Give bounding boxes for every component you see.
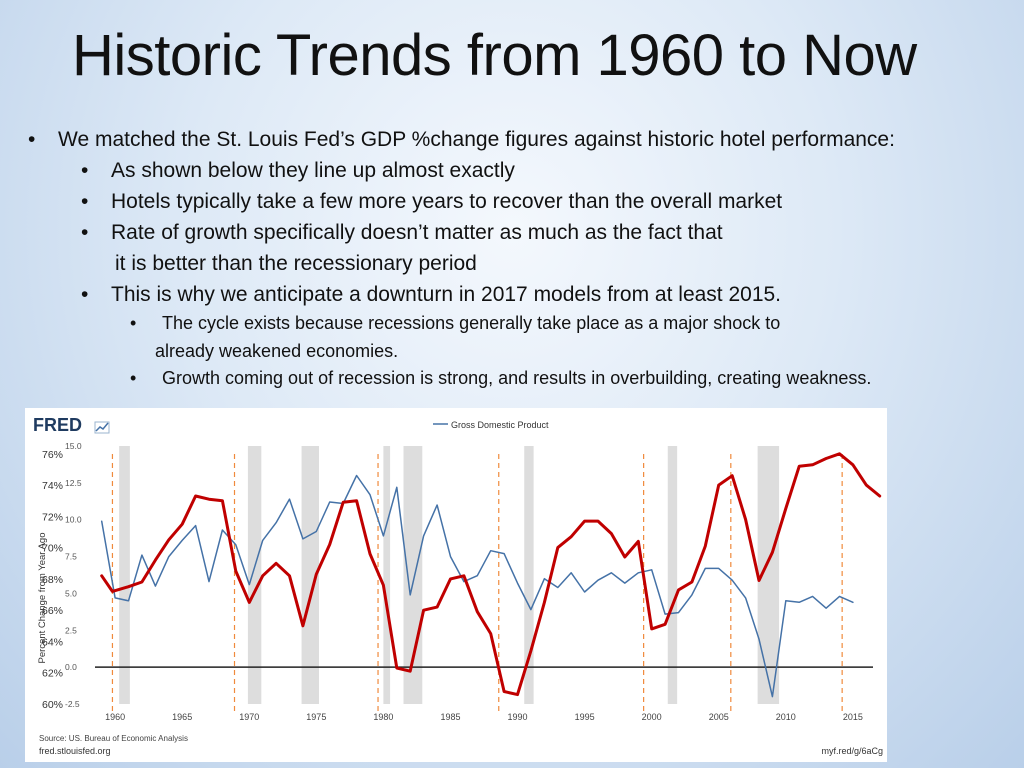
overlay-tick-label: 60% [42, 699, 63, 711]
x-tick-label: 2015 [843, 712, 863, 722]
bullet-glyph: • [28, 128, 36, 151]
gdp-line [100, 474, 854, 698]
bullet-item: • Hotels typically take a few more years… [81, 190, 783, 214]
recession-band [524, 446, 534, 704]
bullet-text: This is why we anticipate a downturn in … [111, 283, 782, 306]
fred-chart: 15.0 12.5 10.0 7.5 5.0 2.5 0.0 -2.5 76% 74% 72% 70… [25, 408, 887, 762]
bullet-item: • We matched the St. Louis Fed’s GDP %ch… [28, 128, 895, 152]
bullet-text: Hotels typically take a few more years t… [111, 190, 783, 213]
overlay-tick-label: 76% [42, 449, 63, 461]
site-link[interactable]: fred.stlouisfed.org [39, 746, 111, 756]
y-tick-label: 5.0 [65, 588, 77, 598]
overlay-tick-label: 70% [42, 543, 63, 555]
bullet-list: • We matched the St. Louis Fed’s GDP %ch… [28, 128, 895, 389]
bullet-glyph: • [130, 313, 137, 333]
bullet-continuation: it is better than the recessionary perio… [115, 252, 477, 275]
bullet-glyph: • [81, 221, 89, 244]
y-axis-label: Percent Change from Year Ago [37, 533, 48, 664]
recession-band [119, 446, 130, 704]
bullet-item: • As shown below they line up almost exa… [81, 159, 515, 183]
x-tick-label: 2000 [642, 712, 662, 722]
x-tick-label: 2010 [776, 712, 796, 722]
legend-label: Gross Domestic Product [451, 420, 549, 430]
bullet-continuation: already weakened economies. [155, 341, 399, 361]
bullet-glyph: • [130, 368, 137, 388]
short-link[interactable]: myf.red/g/6aCg [821, 746, 883, 756]
y-tick-label: 0.0 [65, 662, 77, 672]
bullet-item: • The cycle exists because recessions ge… [130, 313, 781, 334]
recession-band [301, 446, 320, 704]
recession-band [383, 446, 391, 704]
x-tick-label: 1995 [575, 712, 595, 722]
x-tick-label: 1985 [440, 712, 460, 722]
y-tick-label: 10.0 [65, 515, 82, 525]
recession-band [667, 446, 678, 704]
x-tick-label: 1990 [508, 712, 528, 722]
y-tick-label: 7.5 [65, 552, 77, 562]
y-tick-label: 15.0 [65, 441, 82, 451]
bullet-text: Rate of growth specifically doesn’t matt… [111, 221, 723, 244]
x-tick-label: 1960 [105, 712, 125, 722]
series-lines [100, 452, 882, 698]
chart-svg: 15.0 12.5 10.0 7.5 5.0 2.5 0.0 -2.5 76% 74% 72% 70… [33, 415, 883, 756]
x-tick-label: 1975 [306, 712, 326, 722]
bullet-glyph: • [81, 283, 89, 306]
y-tick-label: 2.5 [65, 625, 77, 635]
y-tick-label: -2.5 [65, 699, 80, 709]
recession-band [247, 446, 262, 704]
overlay-tick-label: 74% [42, 480, 63, 492]
overlay-tick-label: 72% [42, 511, 63, 523]
fred-logo-icon [94, 421, 110, 434]
bullet-item: • Growth coming out of recession is stro… [130, 368, 872, 389]
bullet-item: • This is why we anticipate a downturn i… [81, 283, 782, 307]
recession-band [757, 446, 780, 704]
overlay-axis-ticks: 76% 74% 72% 70% 68% 66% 64% 62% 60% [42, 449, 63, 711]
x-tick-label: 1980 [373, 712, 393, 722]
overlay-tick-label: 68% [42, 574, 63, 586]
recession-bands [119, 446, 780, 704]
bullet-text: We matched the St. Louis Fed’s GDP %chan… [58, 128, 895, 151]
slide-title: Historic Trends from 1960 to Now [72, 23, 917, 88]
hotel-performance-line [100, 452, 882, 697]
overlay-tick-label: 66% [42, 605, 63, 617]
bullet-glyph: • [81, 190, 89, 213]
overlay-tick-label: 62% [42, 668, 63, 680]
bullet-text: As shown below they line up almost exact… [111, 159, 515, 182]
dashed-markers [111, 454, 843, 714]
y-tick-label: 12.5 [65, 478, 82, 488]
bullet-item: • Rate of growth specifically doesn’t ma… [81, 221, 723, 245]
x-tick-label: 2005 [709, 712, 729, 722]
overlay-tick-label: 64% [42, 636, 63, 648]
bullet-text: Growth coming out of recession is strong… [162, 368, 872, 388]
source-note: Source: US. Bureau of Economic Analysis [39, 734, 188, 743]
x-tick-label: 1965 [172, 712, 192, 722]
bullet-glyph: • [81, 159, 89, 182]
x-axis-ticks: 1960 1965 1970 1975 1980 1985 1990 1995 2000 2005… [105, 712, 863, 722]
y-axis-ticks: 15.0 12.5 10.0 7.5 5.0 2.5 0.0 -2.5 [65, 441, 82, 709]
fred-logo: FRED [33, 415, 82, 435]
x-tick-label: 1970 [239, 712, 259, 722]
bullet-text: The cycle exists because recessions gene… [162, 313, 781, 333]
